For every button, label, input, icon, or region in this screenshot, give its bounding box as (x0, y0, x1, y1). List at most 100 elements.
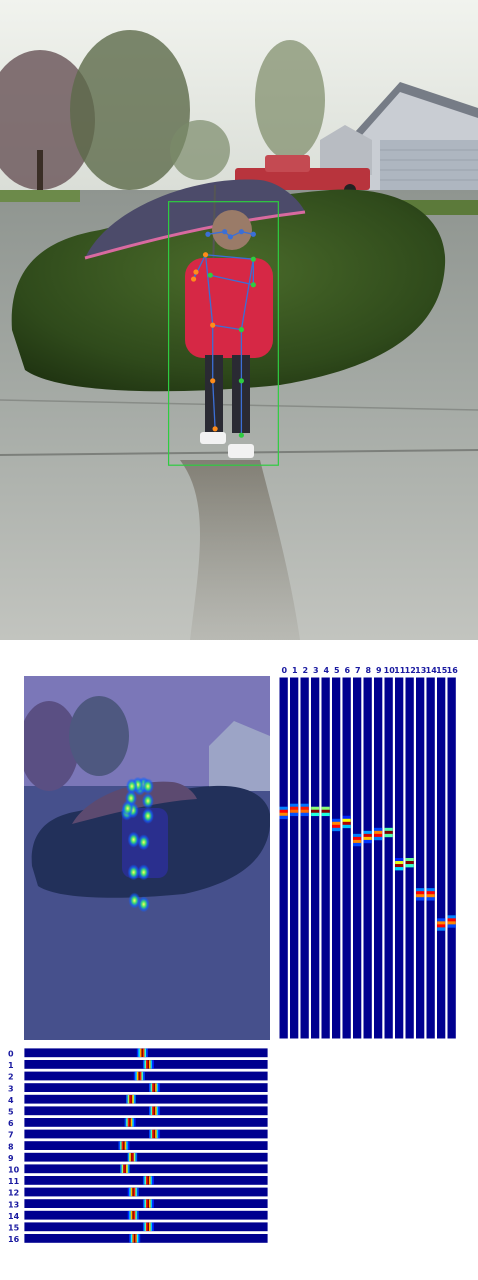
y-heatmap-bar (415, 676, 426, 1040)
heatmap-overlay-image (24, 676, 270, 1040)
x-heatmap-row-label: 3 (8, 1084, 14, 1093)
y-heatmap-bar (278, 676, 289, 1040)
y-heatmap-bar (310, 676, 321, 1040)
x-heatmap-bar (23, 1140, 269, 1151)
heat-blob (128, 892, 141, 909)
keypoint-marker (190, 276, 197, 282)
keypoint-marker (202, 252, 209, 258)
y-heatmap-column-label: 13 (415, 666, 426, 675)
skeleton-link (212, 324, 242, 331)
x-heatmap-bar (23, 1117, 269, 1128)
skeleton-link (210, 274, 254, 286)
y-heatmap-bar (331, 676, 342, 1040)
heat-blob (121, 800, 134, 817)
heat-blob (141, 778, 154, 795)
y-heatmap-column-label: 0 (281, 666, 287, 675)
x-heatmap-row-label: 16 (8, 1235, 20, 1244)
keypoint-marker (210, 378, 216, 384)
x-heatmap-bar (23, 1105, 269, 1117)
x-heatmap-bar (23, 1233, 269, 1244)
heat-blob (141, 807, 154, 824)
x-heatmap-row-label: 4 (8, 1096, 14, 1105)
x-heatmap-row-label: 2 (8, 1073, 14, 1082)
x-heatmap-row-label: 12 (8, 1189, 19, 1198)
y-heatmap-column-label: 1 (292, 666, 298, 675)
y-heatmap-bar (436, 676, 447, 1040)
pose-overlay (167, 201, 279, 466)
y-heatmap-bar (404, 676, 415, 1040)
heat-blob (125, 778, 138, 795)
keypoint-marker (207, 272, 213, 278)
x-heatmap-bar (23, 1163, 269, 1175)
keypoint-marker (238, 229, 244, 235)
keypoint-marker (238, 327, 244, 333)
keypoint-marker (205, 231, 211, 237)
skeleton-link (205, 254, 254, 260)
y-heatmap-bar (373, 676, 384, 1040)
y-heatmap-bar (320, 676, 331, 1040)
skeleton-link (212, 380, 216, 429)
y-heatmap-column-label: 8 (365, 666, 371, 675)
y-heatmap-column-label: 11 (394, 666, 406, 675)
keypoint-marker (250, 231, 256, 237)
y-heatmap-column-label: 15 (436, 666, 448, 675)
y-heatmap-bar (341, 676, 352, 1040)
y-heatmap-column-label: 9 (376, 666, 382, 675)
y-heatmap-column-label: 16 (447, 666, 459, 675)
x-heatmap-bar (23, 1175, 269, 1186)
keypoint-marker (210, 322, 216, 328)
child (185, 210, 273, 458)
x-heatmap-row-label: 11 (8, 1177, 20, 1186)
x-heatmap-bar (23, 1221, 269, 1233)
x-heatmap-row-label: 1 (8, 1061, 14, 1070)
keypoint-marker (222, 229, 228, 235)
x-heatmap-bar (23, 1047, 269, 1059)
x-heatmap-bar (23, 1198, 269, 1209)
y-heatmap-bar (299, 676, 310, 1040)
skeleton-link (207, 231, 225, 235)
x-heatmap-bar (23, 1094, 269, 1105)
heat-blob (137, 896, 150, 913)
y-heatmap-column-label: 12 (405, 666, 416, 675)
y-heatmap-column-label: 14 (426, 666, 438, 675)
x-heatmap-bar (23, 1209, 269, 1221)
heat-blob (137, 834, 150, 851)
keypoint-marker (250, 256, 256, 262)
skeleton-link (204, 254, 214, 326)
overlay-trees (24, 701, 79, 791)
x-heatmap-row-label: 0 (8, 1050, 14, 1059)
y-heatmap-bar (362, 676, 373, 1040)
keypoint-marker (250, 282, 256, 288)
scene-photo-with-pose (0, 0, 478, 640)
x-heatmap-bar (23, 1128, 269, 1140)
heat-blob (137, 864, 150, 881)
x-heatmap-row-label: 5 (8, 1108, 14, 1117)
x-heatmap-row-label: 6 (8, 1119, 14, 1128)
heat-blob (127, 864, 140, 881)
overlay-house (209, 721, 270, 791)
wet-reflection (180, 460, 300, 640)
overlay-heat-blobs (120, 776, 154, 913)
x-heatmap-row-label: 13 (8, 1200, 19, 1209)
y-heatmap-bar (352, 676, 363, 1040)
x-heatmap-bar (23, 1152, 269, 1163)
x-heatmap-row-label: 10 (8, 1166, 20, 1175)
overlay-trees-2 (69, 696, 129, 776)
y-heatmap-column-label: 6 (344, 666, 350, 675)
y-heatmap-column-label: 3 (313, 666, 319, 675)
x-heatmap-bar (23, 1070, 269, 1082)
skeleton-link (240, 259, 254, 330)
heat-blob (141, 792, 154, 809)
x-heatmap-row-label: 14 (8, 1212, 20, 1221)
y-heatmap-bar (425, 676, 436, 1040)
keypoint-marker (212, 426, 218, 432)
lawn-strip (0, 190, 80, 202)
x-heatmap-row-label: 15 (8, 1224, 20, 1233)
x-heatmap-row-label: 7 (8, 1131, 14, 1140)
y-heatmap-column-label: 4 (323, 666, 329, 675)
y-heatmap-column-label: 5 (334, 666, 340, 675)
x-heatmap-bar (23, 1082, 269, 1093)
x-heatmap-row-label: 8 (8, 1142, 14, 1151)
y-heatmap-column-label: 7 (355, 666, 361, 675)
